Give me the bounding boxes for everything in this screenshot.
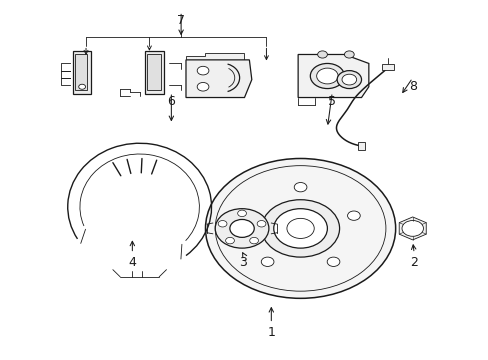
Circle shape <box>261 257 273 266</box>
Text: 5: 5 <box>327 95 336 108</box>
Circle shape <box>215 209 268 248</box>
Polygon shape <box>75 54 87 90</box>
Text: 2: 2 <box>409 256 417 269</box>
Text: 3: 3 <box>239 256 246 269</box>
Circle shape <box>205 158 395 298</box>
Text: 7: 7 <box>177 14 185 27</box>
Text: 6: 6 <box>167 95 175 108</box>
Circle shape <box>249 237 258 244</box>
Polygon shape <box>185 53 244 60</box>
Circle shape <box>341 74 356 85</box>
Text: 8: 8 <box>408 80 416 93</box>
Circle shape <box>218 221 226 227</box>
Circle shape <box>326 257 339 266</box>
Circle shape <box>197 82 208 91</box>
Circle shape <box>401 221 423 236</box>
Circle shape <box>197 66 208 75</box>
Circle shape <box>344 51 353 58</box>
Circle shape <box>261 200 339 257</box>
Circle shape <box>336 71 361 89</box>
Circle shape <box>286 219 314 238</box>
Circle shape <box>347 211 360 220</box>
Circle shape <box>79 84 85 89</box>
Text: 1: 1 <box>267 326 275 339</box>
Circle shape <box>237 210 246 217</box>
Circle shape <box>317 51 327 58</box>
Circle shape <box>316 68 337 84</box>
Polygon shape <box>147 54 160 90</box>
Text: 4: 4 <box>128 256 136 269</box>
Circle shape <box>257 221 265 227</box>
Bar <box>357 141 365 150</box>
Circle shape <box>229 220 254 237</box>
Circle shape <box>241 211 253 220</box>
Polygon shape <box>298 54 368 98</box>
Polygon shape <box>144 51 163 94</box>
Circle shape <box>225 237 234 244</box>
Polygon shape <box>185 60 251 98</box>
Circle shape <box>310 63 344 89</box>
Circle shape <box>294 183 306 192</box>
Bar <box>382 64 393 70</box>
Circle shape <box>273 209 327 248</box>
Polygon shape <box>73 51 91 94</box>
Polygon shape <box>398 217 426 240</box>
